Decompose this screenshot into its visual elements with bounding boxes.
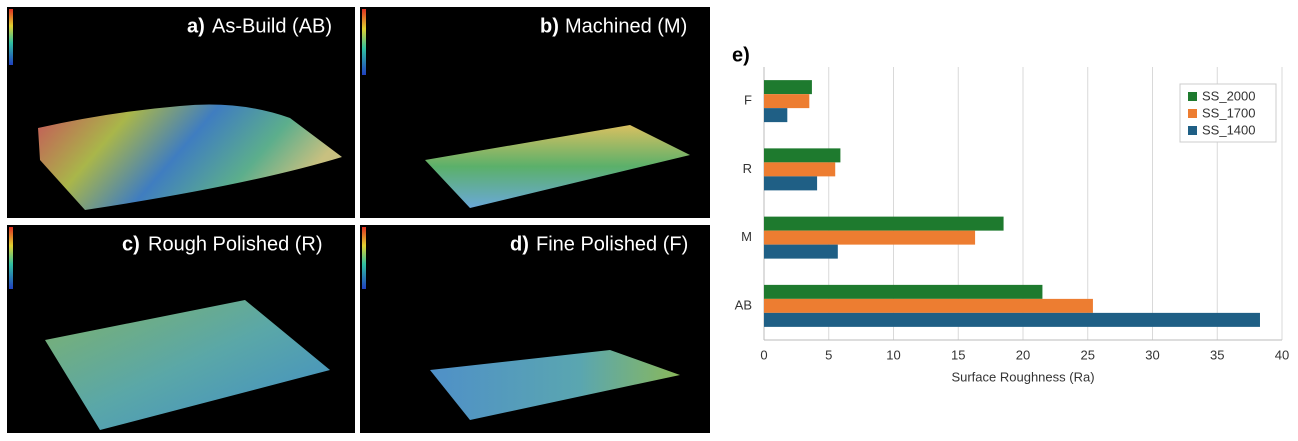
bar: [764, 245, 838, 259]
x-tick-label: 30: [1145, 347, 1159, 362]
panel-title: Machined (M): [565, 15, 687, 37]
legend-swatch: [1188, 126, 1197, 135]
x-tick-label: 0: [760, 347, 767, 362]
bar: [764, 231, 975, 245]
bar: [764, 108, 787, 122]
x-tick-label: 10: [886, 347, 900, 362]
y-tick-label: AB: [735, 297, 752, 312]
bar: [764, 94, 809, 108]
bar: [764, 162, 835, 176]
panel-label: a): [187, 15, 205, 37]
bar: [764, 299, 1093, 313]
legend-label: SS_1400: [1202, 122, 1256, 137]
x-tick-label: 20: [1016, 347, 1030, 362]
x-tick-label: 5: [825, 347, 832, 362]
legend-label: SS_1700: [1202, 105, 1256, 120]
bar: [764, 148, 840, 162]
panel-label: b): [540, 15, 559, 37]
image-b: b) Machined (M): [360, 7, 710, 218]
x-tick-label: 15: [951, 347, 965, 362]
page: a) As-Build (AB) b) Machined (M) c) Roug…: [0, 0, 1298, 441]
panel-label: e): [732, 44, 750, 66]
x-tick-label: 40: [1275, 347, 1289, 362]
y-tick-label: M: [741, 229, 752, 244]
bar-chart: e) 0 5 10 15 20 25 30 35 40 F R M AB Surface Roughnes…: [732, 44, 1289, 384]
x-tick-label: 25: [1081, 347, 1095, 362]
image-c: c) Rough Polished (R): [7, 225, 355, 433]
x-tick-label: 35: [1210, 347, 1224, 362]
image-a: a) As-Build (AB): [7, 7, 355, 218]
panel-title: Rough Polished (R): [148, 233, 323, 255]
legend-swatch: [1188, 92, 1197, 101]
legend-swatch: [1188, 109, 1197, 118]
figure: a) As-Build (AB) b) Machined (M) c) Roug…: [0, 0, 1298, 436]
bar: [764, 217, 1004, 231]
bar: [764, 285, 1042, 299]
bar: [764, 80, 812, 94]
panel-label: d): [510, 233, 529, 255]
panel-title: Fine Polished (F): [536, 233, 688, 255]
legend-label: SS_2000: [1202, 88, 1256, 103]
y-tick-label: R: [743, 161, 752, 176]
bar: [764, 176, 817, 190]
bar: [764, 313, 1260, 327]
panel-title: As-Build (AB): [212, 15, 332, 37]
panel-label: c): [122, 233, 140, 255]
x-axis-label: Surface Roughness (Ra): [951, 369, 1094, 384]
y-tick-label: F: [744, 93, 752, 108]
image-d: d) Fine Polished (F): [360, 225, 710, 433]
